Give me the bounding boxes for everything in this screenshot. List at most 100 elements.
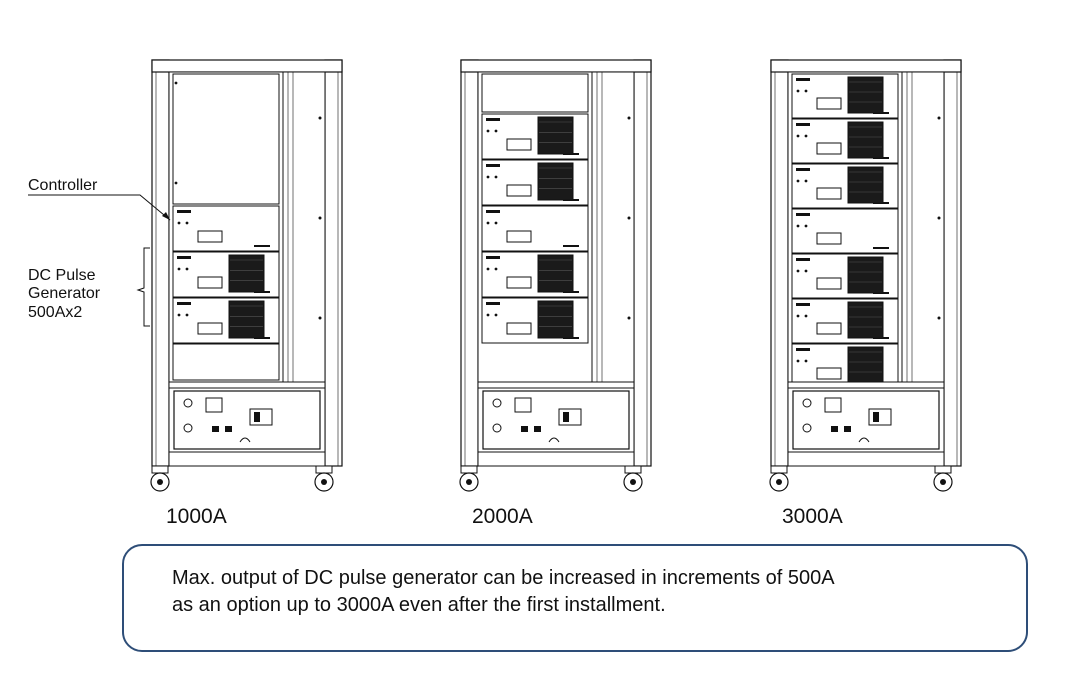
generator-vent-panel bbox=[537, 254, 574, 293]
unit-indicator bbox=[185, 267, 189, 271]
unit-indicator bbox=[804, 179, 808, 183]
unit-logo-plate bbox=[486, 118, 500, 121]
unit-logo-plate bbox=[486, 302, 500, 305]
unit-display-window bbox=[197, 322, 223, 335]
unit-indicator bbox=[494, 175, 498, 179]
unit-logo-plate bbox=[796, 168, 810, 171]
generator-unit-0 bbox=[481, 113, 589, 160]
mid-rail bbox=[477, 381, 635, 389]
unit-indicator bbox=[494, 313, 498, 317]
control-meter bbox=[205, 397, 223, 413]
side-panel-screw bbox=[318, 316, 322, 320]
unit-logo-plate bbox=[486, 256, 500, 259]
unit-indicator bbox=[796, 89, 800, 93]
panel-screw bbox=[174, 181, 178, 185]
control-button bbox=[534, 426, 541, 432]
mid-rail bbox=[168, 381, 326, 389]
left-caster-mount bbox=[770, 465, 788, 474]
cabinet-2000a bbox=[459, 58, 655, 498]
generator-vent-panel bbox=[228, 300, 265, 339]
right-caster-hub bbox=[940, 479, 946, 485]
control-switch bbox=[492, 423, 502, 433]
unit-logo-plate bbox=[486, 164, 500, 167]
unit-indicator bbox=[185, 313, 189, 317]
side-panel-screw bbox=[937, 316, 941, 320]
generator-vent-panel bbox=[537, 300, 574, 339]
base-rail bbox=[168, 451, 326, 467]
unit-logo-plate bbox=[177, 256, 191, 259]
generator-unit-0 bbox=[791, 73, 899, 119]
dc-pulse-label-line3: 500Ax2 bbox=[28, 303, 83, 321]
control-meter bbox=[514, 397, 532, 413]
caption-2000a: 2000A bbox=[472, 505, 533, 528]
controller-unit-frame bbox=[172, 205, 280, 252]
side-panel bbox=[282, 71, 326, 383]
controller-unit-frame bbox=[791, 208, 899, 254]
unit-logo-plate bbox=[796, 78, 810, 81]
generator-unit-2 bbox=[172, 297, 280, 344]
base-rail bbox=[787, 451, 945, 467]
callout-lines bbox=[28, 194, 171, 327]
unit-indicator bbox=[486, 313, 490, 317]
breaker-switch bbox=[558, 408, 582, 426]
generator-vent-panel bbox=[537, 162, 574, 201]
unit-display-window bbox=[816, 322, 842, 335]
generator-unit-5 bbox=[791, 298, 899, 344]
side-panel-screw bbox=[937, 216, 941, 220]
side-panel-screw bbox=[627, 316, 631, 320]
generator-vent-panel bbox=[228, 254, 265, 293]
breaker-lever bbox=[873, 412, 879, 422]
unit-indicator bbox=[486, 175, 490, 179]
side-panel-screw bbox=[318, 116, 322, 120]
left-caster-hub bbox=[466, 479, 472, 485]
top-rail bbox=[770, 59, 962, 73]
unit-indicator bbox=[177, 267, 181, 271]
controller-unit-0 bbox=[172, 205, 280, 252]
control-panel bbox=[792, 390, 940, 450]
unit-display-window bbox=[816, 277, 842, 290]
generator-vent-panel bbox=[847, 301, 884, 339]
unit-indicator bbox=[804, 359, 808, 363]
unit-display-window bbox=[197, 230, 223, 243]
control-button bbox=[225, 426, 232, 432]
unit-display-window bbox=[506, 230, 532, 243]
side-panel bbox=[901, 71, 945, 383]
unit-indicator bbox=[486, 129, 490, 133]
controller-leader-line bbox=[28, 194, 171, 221]
unit-logo-plate bbox=[796, 348, 810, 351]
right-caster-mount bbox=[624, 465, 642, 474]
side-panel-screw bbox=[937, 116, 941, 120]
unit-indicator bbox=[796, 179, 800, 183]
breaker-switch bbox=[868, 408, 892, 426]
cabinet-1000a-drawing bbox=[150, 59, 343, 492]
panel-screw bbox=[174, 81, 178, 85]
controller-label: Controller bbox=[28, 177, 98, 194]
left-post bbox=[770, 59, 789, 467]
generator-unit-1 bbox=[481, 159, 589, 206]
unit-indicator bbox=[796, 134, 800, 138]
breaker-lever bbox=[563, 412, 569, 422]
controller-unit-frame bbox=[481, 205, 589, 252]
unit-display-window bbox=[506, 184, 532, 197]
unit-indicator bbox=[804, 314, 808, 318]
cable-hole bbox=[548, 437, 560, 443]
side-panel-screw bbox=[318, 216, 322, 220]
note-line-2: as an option up to 3000A even after the … bbox=[172, 593, 666, 616]
control-panel bbox=[173, 390, 321, 450]
left-caster-hub bbox=[776, 479, 782, 485]
blank-bottom-panel bbox=[172, 343, 280, 381]
right-caster-mount bbox=[315, 465, 333, 474]
mid-rail bbox=[787, 381, 945, 389]
control-button bbox=[521, 426, 528, 432]
dc-pulse-generator-label: DC Pulse Generator 500Ax2 bbox=[28, 267, 100, 322]
unit-indicator bbox=[494, 129, 498, 133]
unit-logo-plate bbox=[796, 303, 810, 306]
controller-unit-3 bbox=[791, 208, 899, 254]
unit-indicator bbox=[796, 224, 800, 228]
generator-unit-1 bbox=[172, 251, 280, 298]
generator-unit-2 bbox=[791, 163, 899, 209]
unit-indicator bbox=[177, 313, 181, 317]
control-switch bbox=[802, 423, 812, 433]
generator-unit-3 bbox=[481, 251, 589, 298]
